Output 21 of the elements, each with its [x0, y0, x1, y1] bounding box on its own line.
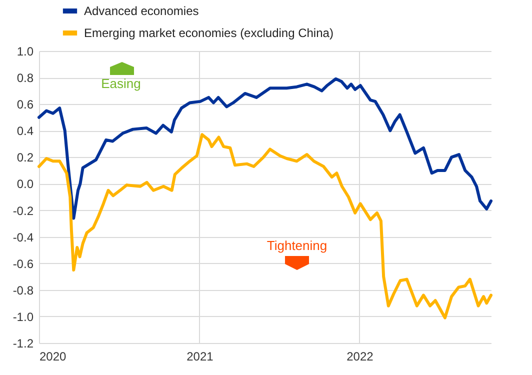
y-tick-label: 1.0	[16, 44, 34, 58]
y-tick-label: -0.6	[12, 256, 34, 271]
y-tick-label: -0.8	[12, 283, 34, 298]
annotation: Tightening	[266, 238, 328, 253]
line-series	[38, 133, 492, 320]
y-tick-label: -0.4	[12, 230, 34, 244]
y-tick-label: -1.2	[12, 336, 34, 350]
legend-label: Emerging market economies (excluding China)	[84, 26, 334, 40]
y-tick-label: 0.2	[16, 150, 34, 165]
y-tick-label: -0.2	[12, 204, 34, 218]
y-tick-label: 0.4	[16, 124, 34, 138]
y-tick-label: 0.6	[16, 98, 34, 112]
y-tick-label: 0.0	[16, 177, 34, 192]
line-series	[38, 77, 492, 220]
x-tick-label: 2021	[186, 350, 214, 364]
y-tick-label: -1.0	[12, 310, 34, 324]
x-tick-label: 2022	[346, 350, 374, 364]
legend-label: Advanced economies	[84, 4, 199, 18]
y-tick-label: 0.8	[16, 71, 34, 86]
annotation: Easing	[101, 76, 141, 91]
x-tick-label: 2020	[40, 350, 67, 364]
